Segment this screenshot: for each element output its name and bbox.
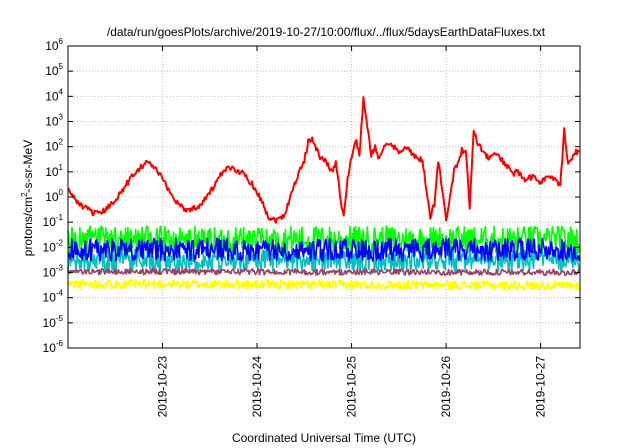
y-tick-label: 103 bbox=[45, 113, 63, 129]
series-line-1 bbox=[67, 278, 580, 291]
y-tick-label: 101 bbox=[45, 163, 63, 179]
y-tick-label-exponent: 1 bbox=[59, 163, 64, 172]
y-axis-ticks: 10-610-510-410-310-210-11001011021031041… bbox=[43, 37, 64, 355]
y-tick-label-base: 10 bbox=[43, 266, 57, 280]
y-tick-label-base: 10 bbox=[43, 316, 57, 330]
y-axis-label: protons/cm2-s-sr-MeV bbox=[20, 140, 35, 256]
y-tick-label-exponent: -4 bbox=[56, 289, 64, 298]
y-tick-label: 100 bbox=[45, 188, 63, 204]
x-tick-label: 2019-10-27 bbox=[534, 356, 548, 418]
y-tick-label-base: 10 bbox=[45, 64, 59, 78]
x-tick-label: 2019-10-26 bbox=[439, 356, 453, 418]
y-tick-label-base: 10 bbox=[43, 341, 57, 355]
y-tick-label: 104 bbox=[45, 87, 63, 103]
y-tick-label: 10-2 bbox=[43, 238, 64, 254]
y-tick-label: 106 bbox=[45, 37, 63, 53]
y-tick-label-base: 10 bbox=[43, 291, 57, 305]
y-axis-label-exponent: 2 bbox=[20, 192, 29, 197]
y-tick-label: 10-6 bbox=[43, 339, 64, 355]
y-tick-label: 10-4 bbox=[43, 289, 64, 305]
x-tick-label: 2019-10-24 bbox=[250, 356, 264, 418]
series-line-6 bbox=[67, 96, 580, 224]
x-tick-label: 2019-10-23 bbox=[156, 356, 170, 418]
y-axis-label-rest: -s-sr-MeV bbox=[21, 140, 35, 193]
y-tick-label: 102 bbox=[45, 138, 63, 154]
series-line-5 bbox=[67, 267, 580, 277]
y-tick-label: 10-3 bbox=[43, 264, 64, 280]
y-tick-label-exponent: 5 bbox=[59, 62, 64, 71]
y-tick-label-exponent: -1 bbox=[56, 213, 64, 222]
y-tick-label-exponent: -5 bbox=[56, 314, 64, 323]
y-tick-label-base: 10 bbox=[45, 140, 59, 154]
y-tick-label: 10-1 bbox=[43, 213, 64, 229]
y-tick-label-base: 10 bbox=[45, 115, 59, 129]
y-tick-label-exponent: -3 bbox=[56, 264, 64, 273]
x-axis-ticks: 2019-10-23 2019-10-24 2019-10-25 2019-10-26… bbox=[156, 356, 548, 418]
chart-title: /data/run/goesPlots/archive/2019-10-27/1… bbox=[107, 25, 546, 39]
x-axis-label: Coordinated Universal Time (UTC) bbox=[232, 431, 416, 445]
y-tick-label-exponent: 2 bbox=[59, 138, 64, 147]
y-tick-label-base: 10 bbox=[43, 215, 57, 229]
y-tick-label-exponent: 3 bbox=[59, 113, 64, 122]
y-tick-label-exponent: -6 bbox=[56, 339, 64, 348]
y-tick-label-exponent: 6 bbox=[59, 37, 64, 46]
y-tick-label-exponent: 0 bbox=[59, 188, 64, 197]
y-tick-label: 105 bbox=[45, 62, 63, 78]
plot-border bbox=[67, 45, 581, 349]
y-tick-label-base: 10 bbox=[45, 190, 59, 204]
y-tick-label: 10-5 bbox=[43, 314, 64, 330]
y-tick-label-base: 10 bbox=[45, 39, 59, 53]
y-tick-label-base: 10 bbox=[43, 240, 57, 254]
series-line-4 bbox=[67, 237, 580, 262]
data-series bbox=[67, 96, 580, 291]
y-tick-label-base: 10 bbox=[45, 89, 59, 103]
y-tick-label-exponent: 4 bbox=[59, 87, 64, 96]
y-tick-label-base: 10 bbox=[45, 165, 59, 179]
y-axis-label-base: protons/cm bbox=[21, 197, 35, 256]
y-tick-label-exponent: -2 bbox=[56, 238, 64, 247]
plot-frame bbox=[67, 45, 581, 349]
x-tick-label: 2019-10-25 bbox=[345, 356, 359, 418]
gridlines bbox=[68, 46, 580, 348]
